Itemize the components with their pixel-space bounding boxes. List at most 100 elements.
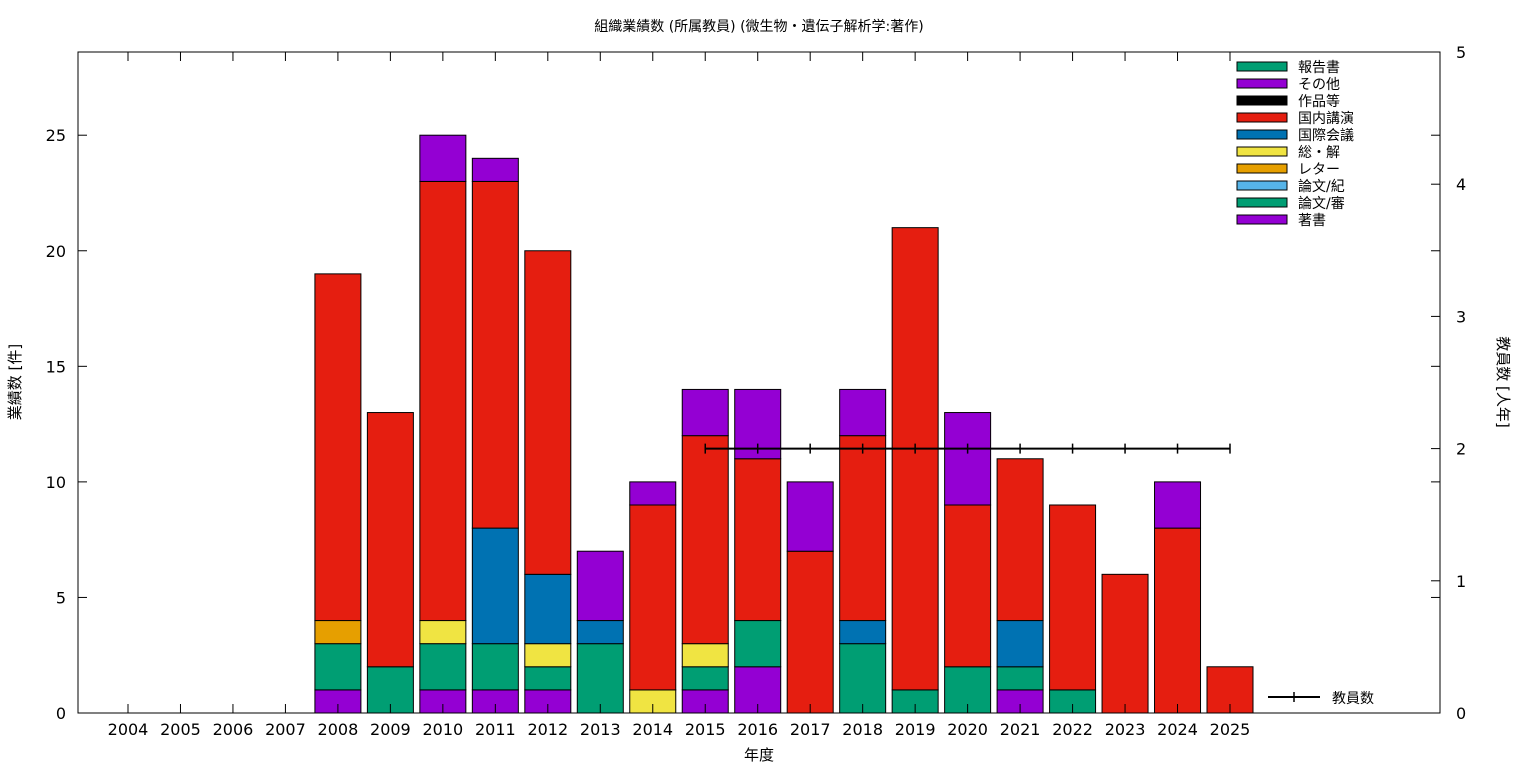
bar-segment-2014-s6	[629, 504, 677, 691]
x-tick-label: 2015	[685, 720, 726, 739]
legend-label: 論文/審	[1298, 196, 1345, 212]
y2-tick-label: 1	[1456, 572, 1466, 591]
legend-label: レター	[1298, 162, 1340, 178]
x-tick-label: 2023	[1105, 720, 1146, 739]
y-tick-label: 25	[46, 126, 66, 145]
x-tick-label: 2022	[1052, 720, 1093, 739]
bar-segment-2024-s8	[1154, 481, 1202, 529]
y-tick-label: 5	[56, 588, 66, 607]
x-tick-label: 2005	[160, 720, 201, 739]
legend-swatch	[1236, 146, 1288, 157]
x-tick-label: 2021	[1000, 720, 1041, 739]
legend-swatch	[1236, 197, 1288, 208]
bar-segment-2019-s6	[891, 227, 939, 691]
x-axis-label: 年度	[744, 746, 774, 764]
y2-axis-label: 教員数 [人年]	[1494, 336, 1512, 427]
bar-segment-2015-s8	[681, 388, 729, 437]
bar-segment-2012-s6	[524, 250, 572, 575]
bar-segment-2010-s1	[419, 643, 467, 691]
bar-segment-2012-s5	[524, 573, 572, 645]
bar-segment-2021-s1	[996, 666, 1044, 691]
x-tick-label: 2008	[318, 720, 359, 739]
bar-segment-2009-s6	[366, 412, 414, 668]
legend-swatch	[1236, 129, 1288, 140]
y-tick-label: 20	[46, 242, 66, 261]
bar-segment-2010-s4	[419, 620, 467, 645]
x-tick-label: 2009	[370, 720, 411, 739]
bars-layer	[314, 134, 1254, 714]
legend-swatch	[1236, 78, 1288, 89]
legend-swatch	[1236, 95, 1288, 106]
legend-label: 国内講演	[1298, 111, 1354, 127]
y2-tick-label: 2	[1456, 440, 1466, 459]
legend-label: その他	[1298, 77, 1340, 93]
y-axis-label: 業績数 [件]	[6, 344, 24, 420]
bar-segment-2016-s6	[734, 458, 782, 622]
bar-segment-2012-s1	[524, 666, 572, 691]
bar-segment-2024-s6	[1154, 527, 1202, 714]
x-tick-label: 2014	[632, 720, 673, 739]
bar-segment-2015-s1	[681, 666, 729, 691]
legend-label: 総・解	[1298, 145, 1340, 161]
bar-segment-2011-s1	[471, 643, 519, 691]
x-tick-label: 2017	[790, 720, 831, 739]
x-tick-label: 2018	[842, 720, 883, 739]
y-tick-label: 0	[56, 704, 66, 723]
legend-label: 国際会議	[1298, 127, 1354, 144]
legend-line-label: 教員数	[1332, 691, 1374, 707]
plot-frame	[77, 51, 1441, 714]
bar-segment-2015-s6	[681, 435, 729, 645]
y-tick-label: 15	[46, 357, 66, 376]
x-tick-label: 2004	[108, 720, 149, 739]
x-tick-label: 2013	[580, 720, 621, 739]
bar-segment-2010-s6	[419, 180, 467, 622]
x-tick-label: 2019	[895, 720, 936, 739]
bar-segment-2018-s8	[839, 388, 887, 437]
x-tick-label: 2006	[213, 720, 254, 739]
bar-segment-2022-s6	[1049, 504, 1097, 691]
y2-tick-label: 5	[1456, 43, 1466, 62]
legend-swatch	[1236, 163, 1288, 174]
y2-tick-label: 3	[1456, 307, 1466, 326]
legend-label: 論文/紀	[1298, 179, 1345, 195]
x-tick-label: 2012	[527, 720, 568, 739]
bar-segment-2013-s5	[576, 620, 624, 645]
y2-tick-label: 4	[1456, 175, 1466, 194]
legend-swatch	[1236, 61, 1288, 72]
bar-segment-2020-s8	[944, 412, 992, 506]
bar-segment-2015-s4	[681, 643, 729, 668]
x-tick-label: 2011	[475, 720, 516, 739]
legend-swatch	[1236, 112, 1288, 123]
x-tick-label: 2010	[422, 720, 463, 739]
bar-segment-2008-s3	[314, 620, 362, 645]
bar-segment-2013-s8	[576, 550, 624, 622]
bar-segment-2018-s5	[839, 620, 887, 645]
chart-title: 組織業績数 (所属教員) (微生物・遺伝子解析学:著作)	[594, 19, 923, 35]
legend-label: 著書	[1298, 213, 1326, 229]
bar-segment-2014-s8	[629, 481, 677, 506]
bar-segment-2012-s4	[524, 643, 572, 668]
y-tick-label: 10	[46, 473, 66, 492]
bar-segment-2011-s6	[471, 180, 519, 529]
bar-segment-2011-s8	[471, 157, 519, 182]
x-tick-label: 2016	[737, 720, 778, 739]
legend-label: 作品等	[1298, 93, 1340, 110]
bar-segment-2018-s1	[839, 643, 887, 714]
legend-label: 報告書	[1298, 60, 1340, 76]
bar-segment-2016-s1	[734, 620, 782, 668]
bar-segment-2011-s5	[471, 527, 519, 645]
bar-segment-2018-s6	[839, 435, 887, 622]
bar-segment-2013-s1	[576, 643, 624, 714]
x-tick-label: 2007	[265, 720, 306, 739]
x-tick-label: 2020	[947, 720, 988, 739]
legend-swatch	[1236, 214, 1288, 225]
bar-segment-2008-s1	[314, 643, 362, 691]
bar-segment-2021-s6	[996, 458, 1044, 622]
bar-segment-2020-s6	[944, 504, 992, 668]
x-tick-label: 2024	[1157, 720, 1198, 739]
bar-segment-2017-s8	[786, 481, 834, 552]
legend-swatch	[1236, 180, 1288, 191]
bar-segment-2008-s6	[314, 273, 362, 622]
